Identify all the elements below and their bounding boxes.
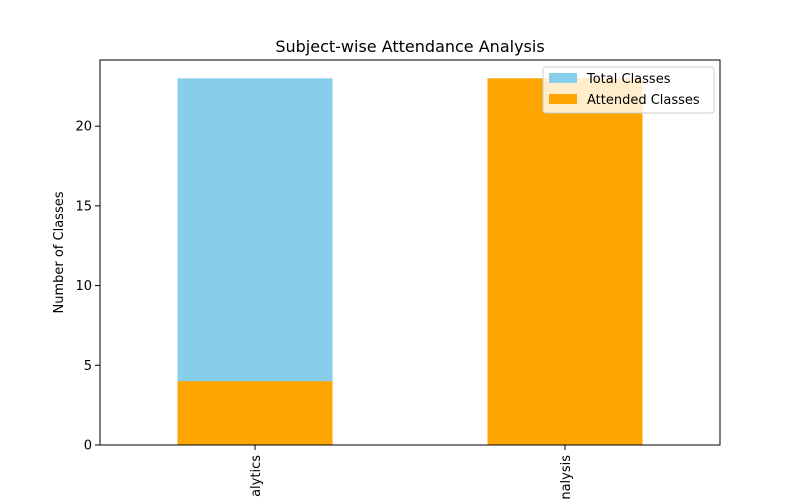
chart-title: Subject-wise Attendance Analysis — [275, 37, 544, 56]
bars-layer — [177, 78, 643, 445]
y-tick-label: 10 — [75, 279, 92, 294]
legend: Total Classes Attended Classes — [542, 66, 715, 114]
y-axis-ticks: 0 5 10 15 20 — [75, 120, 100, 454]
legend-box — [542, 66, 715, 114]
legend-swatch — [549, 94, 577, 104]
y-axis-label: Number of Classes — [52, 191, 67, 313]
y-tick-label: 15 — [75, 199, 92, 214]
legend-label: Total Classes — [586, 72, 671, 87]
legend-label: Attended Classes — [587, 93, 700, 108]
x-axis-ticks: alytics nalysis — [249, 445, 574, 500]
y-tick-label: 0 — [84, 439, 92, 454]
axes-frame — [99, 59, 721, 446]
x-tick-label: alytics — [249, 455, 264, 497]
axes-layer — [99, 59, 721, 446]
bar-attended-1 — [487, 78, 643, 445]
x-tick-label: nalysis — [559, 455, 574, 500]
legend-swatch — [549, 73, 577, 83]
bar-attended-0 — [177, 381, 333, 445]
y-tick-label: 20 — [75, 120, 92, 135]
y-tick-label: 5 — [84, 359, 92, 374]
